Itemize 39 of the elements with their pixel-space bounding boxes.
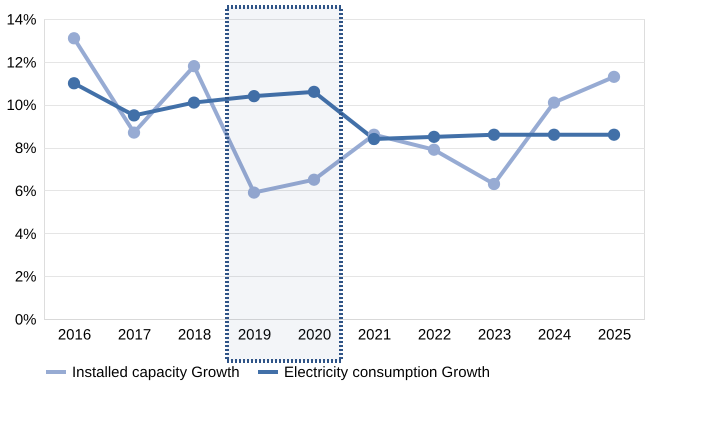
point (428, 130, 440, 143)
point (188, 60, 200, 72)
y-tick-label: 6% (14, 182, 36, 200)
x-tick-label: 2020 (298, 326, 332, 344)
x-tick-label: 2021 (358, 326, 392, 344)
point (548, 128, 560, 141)
point (608, 128, 620, 141)
point (188, 96, 200, 109)
point (248, 186, 260, 199)
point (488, 128, 500, 141)
point (488, 178, 500, 190)
x-tick-label: 2017 (118, 326, 152, 344)
y-tick-label: 14% (6, 12, 36, 28)
legend-label: Installed capacity Growth (72, 364, 240, 381)
y-tick-label: 10% (6, 97, 36, 114)
x-tick-label: 2023 (478, 326, 512, 344)
point (248, 90, 260, 102)
point (308, 86, 320, 98)
x-tick-label: 2016 (58, 326, 92, 344)
x-tick-label: 2022 (418, 326, 452, 344)
y-tick-label: 0% (14, 312, 36, 328)
x-tick-label: 2018 (178, 326, 212, 344)
x-tick-label: 2019 (238, 326, 272, 344)
point (308, 174, 320, 186)
x-tick-label: 2025 (598, 326, 632, 344)
point (128, 126, 140, 139)
y-tick-label: 8% (14, 140, 36, 158)
point (608, 70, 620, 83)
point (428, 144, 440, 156)
legend-label: Electricity consumption Growth (284, 364, 490, 381)
point (368, 132, 380, 146)
y-tick-label: 2% (14, 268, 36, 286)
x-tick-label: 2024 (538, 326, 572, 344)
point (68, 77, 80, 90)
point (128, 109, 140, 122)
y-tick-label: 4% (14, 226, 36, 243)
point (548, 96, 560, 109)
y-tick-label: 12% (6, 54, 36, 72)
point (68, 32, 80, 44)
